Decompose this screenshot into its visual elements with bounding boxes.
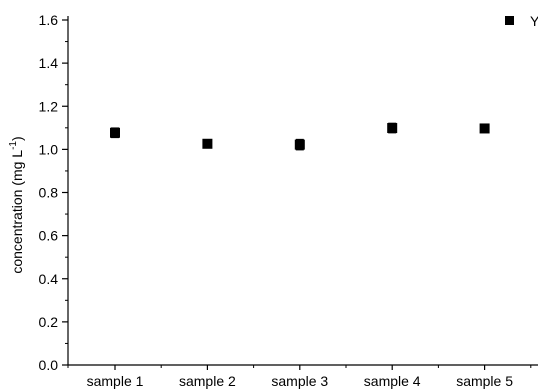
y-tick-label: 1.2 [39, 98, 59, 114]
data-point [479, 123, 490, 134]
x-axis: sample 1 sample 2 sample 3 sample 4 sample 5 [67, 364, 538, 389]
y-tick-label: 0.0 [39, 357, 59, 373]
data-point [110, 127, 120, 138]
legend-marker [505, 16, 514, 25]
legend: Y [505, 13, 538, 29]
y-tick-label: 0.6 [39, 228, 59, 244]
x-tick-label: sample 5 [456, 373, 513, 389]
y-tick-label: 1.4 [39, 55, 59, 71]
x-tick-label: sample 1 [87, 373, 144, 389]
data-point [294, 139, 305, 150]
data-point [202, 138, 213, 149]
x-tick-label: sample 3 [271, 373, 328, 389]
legend-label: Y [530, 13, 538, 29]
y-tick-label: 0.8 [39, 185, 59, 201]
y-tick-label: 1.6 [39, 12, 59, 28]
data-point [387, 123, 398, 134]
y-axis-label-suffix: ) [9, 136, 25, 141]
y-tick-label: 1.0 [39, 141, 59, 157]
y-axis-label-text: concentration (mg L [9, 150, 25, 274]
data-points [110, 122, 490, 151]
y-axis: 0.0 0.2 0.4 0.6 0.8 1.0 1.2 1.4 1.6 [39, 12, 69, 373]
y-tick-label: 0.2 [39, 314, 59, 330]
y-tick-label: 0.4 [39, 271, 59, 287]
y-axis-label-superscript: -1 [8, 141, 19, 150]
y-axis-label: concentration (mg L-1) [8, 136, 25, 273]
x-tick-label: sample 2 [179, 373, 236, 389]
x-tick-label: sample 4 [364, 373, 421, 389]
